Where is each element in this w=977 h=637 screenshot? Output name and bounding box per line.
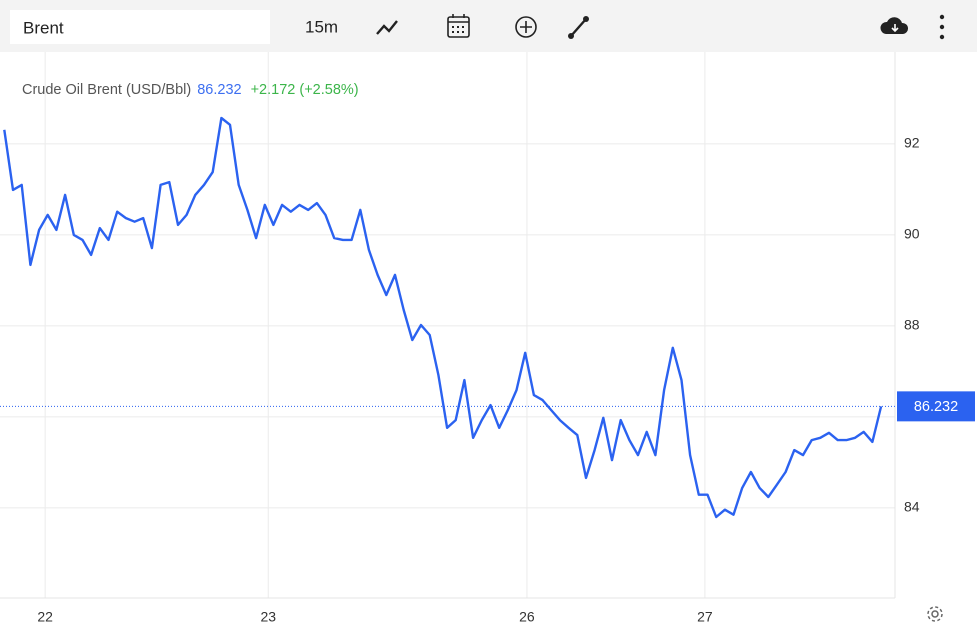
x-tick-label: 22 <box>37 609 53 625</box>
interval-button[interactable]: 15m <box>305 17 338 36</box>
add-indicator-button[interactable] <box>515 16 537 38</box>
settings-button[interactable] <box>927 606 943 622</box>
menu-button[interactable] <box>939 14 945 40</box>
plot <box>0 116 895 519</box>
draw-tool-button[interactable] <box>568 16 589 39</box>
last-price-tag-label: 86.232 <box>914 399 958 415</box>
symbol-input[interactable] <box>10 10 270 44</box>
y-tick-label: 88 <box>904 317 920 333</box>
x-tick-label: 26 <box>519 609 535 625</box>
download-button[interactable] <box>880 17 909 34</box>
x-tick-label: 23 <box>260 609 276 625</box>
chart-type-button[interactable] <box>376 20 398 35</box>
y-tick-label: 92 <box>904 135 920 151</box>
price-change: +2.172 (+2.58%) <box>251 82 359 98</box>
price-line <box>3 116 883 519</box>
last-price-tag <box>897 391 975 422</box>
grid <box>0 52 895 598</box>
y-tick-label: 90 <box>904 226 920 242</box>
symbol: Brent <box>23 18 64 37</box>
x-tick-label: 27 <box>697 609 713 625</box>
chart-title: Crude Oil Brent (USD/Bbl) <box>22 82 191 98</box>
last-price: 86.232 <box>197 82 241 98</box>
calendar-button[interactable] <box>447 14 470 38</box>
chart-header: Crude Oil Brent (USD/Bbl) 86.232 +2.172 (+… <box>22 82 359 98</box>
y-tick-label: 84 <box>904 499 920 515</box>
